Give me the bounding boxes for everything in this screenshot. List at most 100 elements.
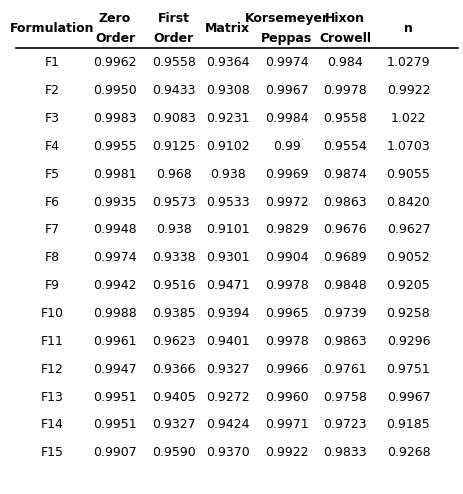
Text: 0.9848: 0.9848 [323,279,366,292]
Text: 0.9984: 0.9984 [264,112,308,125]
Text: 0.9951: 0.9951 [93,391,137,404]
Text: 0.9554: 0.9554 [323,140,366,153]
Text: 1.0703: 1.0703 [386,140,429,153]
Text: F9: F9 [44,279,59,292]
Text: 0.9961: 0.9961 [93,335,137,348]
Text: 0.9962: 0.9962 [93,56,137,69]
Text: F10: F10 [40,307,63,320]
Text: 0.9922: 0.9922 [264,446,308,459]
Text: 0.9516: 0.9516 [151,279,195,292]
Text: 0.9272: 0.9272 [206,391,249,404]
Text: 0.9327: 0.9327 [206,363,249,375]
Text: 0.9863: 0.9863 [323,196,366,208]
Text: 0.9370: 0.9370 [206,446,249,459]
Text: 0.9960: 0.9960 [264,391,308,404]
Text: 0.9401: 0.9401 [206,335,249,348]
Text: 0.9978: 0.9978 [323,84,366,97]
Text: 0.9296: 0.9296 [386,335,429,348]
Text: 0.968: 0.968 [156,167,191,181]
Text: Korsemeyer: Korsemeyer [244,12,328,25]
Text: F2: F2 [44,84,59,97]
Text: 0.9327: 0.9327 [151,418,195,431]
Text: 0.9623: 0.9623 [152,335,195,348]
Text: 0.9978: 0.9978 [264,335,308,348]
Text: 0.9083: 0.9083 [151,112,195,125]
Text: 0.9590: 0.9590 [151,446,195,459]
Text: 0.9966: 0.9966 [264,363,308,375]
Text: 0.9969: 0.9969 [264,167,308,181]
Text: 0.9573: 0.9573 [151,196,195,208]
Text: 0.9405: 0.9405 [151,391,195,404]
Text: 0.9739: 0.9739 [323,307,366,320]
Text: 0.9907: 0.9907 [93,446,137,459]
Text: Zero: Zero [99,12,131,25]
Text: F15: F15 [40,446,63,459]
Text: 0.9102: 0.9102 [206,140,249,153]
Text: 0.9981: 0.9981 [93,167,137,181]
Text: F3: F3 [44,112,59,125]
Text: 0.9558: 0.9558 [323,112,366,125]
Text: F1: F1 [44,56,59,69]
Text: 0.9723: 0.9723 [323,418,366,431]
Text: Peppas: Peppas [260,32,312,45]
Text: 0.9125: 0.9125 [151,140,195,153]
Text: 0.9935: 0.9935 [93,196,137,208]
Text: 0.9978: 0.9978 [264,279,308,292]
Text: 0.9424: 0.9424 [206,418,249,431]
Text: 0.9055: 0.9055 [386,167,430,181]
Text: 0.9947: 0.9947 [93,363,137,375]
Text: 0.9971: 0.9971 [264,418,308,431]
Text: 0.9974: 0.9974 [264,56,308,69]
Text: 0.9301: 0.9301 [206,251,249,264]
Text: 0.9533: 0.9533 [206,196,249,208]
Text: 0.9922: 0.9922 [386,84,429,97]
Text: F5: F5 [44,167,59,181]
Text: 0.9833: 0.9833 [323,446,366,459]
Text: 0.9364: 0.9364 [206,56,249,69]
Text: 0.9385: 0.9385 [151,307,195,320]
Text: Order: Order [153,32,194,45]
Text: F11: F11 [40,335,63,348]
Text: 0.9761: 0.9761 [323,363,366,375]
Text: 0.8420: 0.8420 [386,196,429,208]
Text: 0.9185: 0.9185 [386,418,429,431]
Text: 0.9972: 0.9972 [264,196,308,208]
Text: 0.9394: 0.9394 [206,307,249,320]
Text: 0.9433: 0.9433 [152,84,195,97]
Text: F13: F13 [40,391,63,404]
Text: 0.9676: 0.9676 [323,223,366,237]
Text: F14: F14 [40,418,63,431]
Text: 0.9874: 0.9874 [323,167,366,181]
Text: 0.9338: 0.9338 [151,251,195,264]
Text: F8: F8 [44,251,59,264]
Text: 0.9950: 0.9950 [93,84,137,97]
Text: F4: F4 [44,140,59,153]
Text: 0.9471: 0.9471 [206,279,249,292]
Text: Matrix: Matrix [205,22,250,35]
Text: 0.9751: 0.9751 [386,363,429,375]
Text: 0.9955: 0.9955 [93,140,137,153]
Text: F6: F6 [44,196,59,208]
Text: 0.9758: 0.9758 [323,391,366,404]
Text: 1.0279: 1.0279 [386,56,429,69]
Text: 0.99: 0.99 [272,140,300,153]
Text: 0.9967: 0.9967 [264,84,308,97]
Text: 0.9951: 0.9951 [93,418,137,431]
Text: 0.9983: 0.9983 [93,112,137,125]
Text: 0.938: 0.938 [156,223,191,237]
Text: 0.9942: 0.9942 [93,279,137,292]
Text: 0.9965: 0.9965 [264,307,308,320]
Text: 0.984: 0.984 [327,56,363,69]
Text: 0.9689: 0.9689 [323,251,366,264]
Text: n: n [403,22,412,35]
Text: 0.9231: 0.9231 [206,112,249,125]
Text: Crowell: Crowell [319,32,370,45]
Text: 0.9967: 0.9967 [386,391,429,404]
Text: F12: F12 [40,363,63,375]
Text: 0.9863: 0.9863 [323,335,366,348]
Text: 0.9974: 0.9974 [93,251,137,264]
Text: 0.9948: 0.9948 [93,223,137,237]
Text: 0.9558: 0.9558 [151,56,195,69]
Text: 0.9366: 0.9366 [152,363,195,375]
Text: 0.9627: 0.9627 [386,223,429,237]
